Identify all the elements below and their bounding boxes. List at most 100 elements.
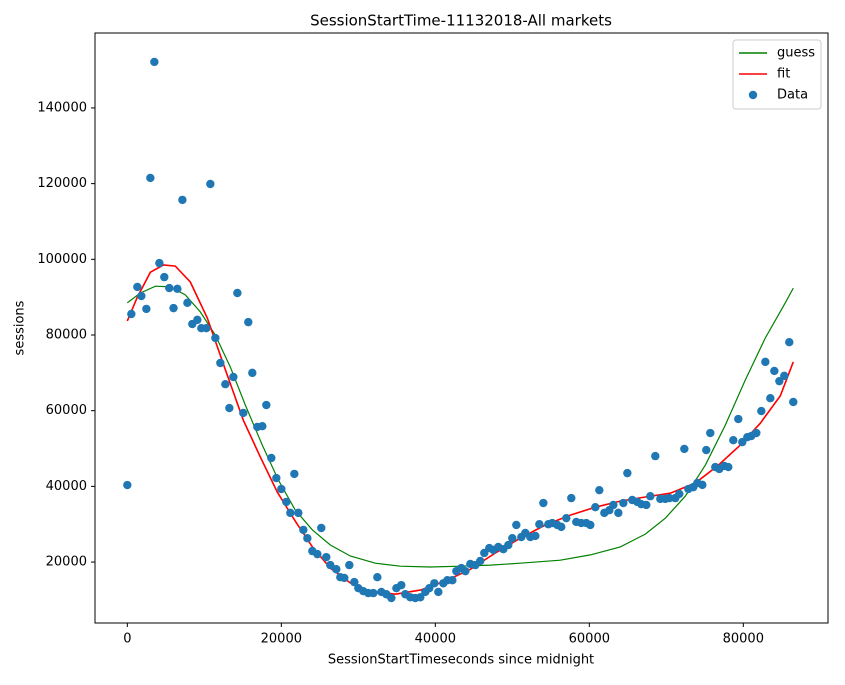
data-point [535, 520, 544, 529]
data-point [504, 540, 513, 550]
data-point [766, 394, 775, 403]
data-point [785, 337, 794, 347]
data-point [178, 195, 187, 205]
y-tick-label: 80000 [46, 328, 87, 343]
line-guess [126, 285, 794, 568]
data-point [729, 436, 738, 445]
data-point [282, 497, 291, 507]
data-point [202, 323, 211, 333]
x-tick-label: 20000 [261, 632, 302, 647]
data-point [595, 485, 604, 495]
y-tick-label: 140000 [37, 100, 87, 115]
data-point [698, 480, 707, 490]
data-point [350, 577, 359, 587]
data-point [706, 428, 715, 438]
data-point [591, 502, 600, 512]
data-point [448, 576, 457, 585]
data-point [303, 534, 312, 543]
data-point [567, 493, 576, 503]
legend-label: Data [777, 88, 808, 103]
data-point [169, 303, 178, 313]
legend-swatch [748, 90, 758, 100]
data-point [239, 408, 248, 418]
data-point [680, 444, 689, 454]
y-tick-label: 120000 [37, 176, 87, 191]
data-point [761, 357, 770, 367]
data-point [206, 179, 215, 189]
data-point [397, 580, 406, 590]
data-point [272, 473, 281, 483]
data-point [531, 531, 540, 541]
y-tick-label: 40000 [46, 479, 87, 494]
data-point [665, 493, 674, 503]
data-point [155, 258, 164, 268]
data-point [326, 560, 335, 570]
data-point [127, 309, 136, 319]
data-point [675, 489, 684, 499]
y-axis-label: sessions [13, 300, 28, 355]
data-point [416, 593, 425, 602]
data-point [646, 492, 655, 501]
data-point [221, 379, 230, 389]
data-point [557, 522, 566, 532]
data-point [340, 573, 349, 583]
data-point [290, 469, 299, 479]
data-point [322, 552, 331, 562]
data-point [123, 480, 132, 490]
data-point [430, 579, 439, 588]
data-point [651, 451, 660, 461]
legend-label: guess [777, 46, 815, 61]
data-point [165, 283, 174, 293]
data-point [286, 508, 295, 518]
data-point [216, 358, 225, 368]
data-point [267, 453, 276, 463]
data-point [193, 315, 202, 325]
data-point [277, 484, 286, 494]
data-point [133, 282, 142, 292]
data-point [619, 498, 628, 508]
x-tick-label: 40000 [415, 632, 456, 647]
data-point [642, 500, 651, 510]
chart-title: SessionStartTime-11132018-All markets [310, 12, 612, 30]
data-point [614, 508, 623, 518]
data-point [752, 428, 761, 438]
data-point [373, 573, 382, 582]
y-tick-label: 20000 [46, 555, 87, 570]
data-point [262, 400, 271, 410]
data-point [539, 498, 548, 508]
data-point [434, 587, 443, 597]
data-point [244, 317, 253, 327]
plot-frame [94, 32, 829, 624]
data-point [345, 560, 354, 570]
data-point [142, 304, 151, 314]
y-tick-label: 100000 [37, 252, 87, 267]
data-point [258, 422, 267, 431]
data-point [508, 534, 517, 543]
data-point [317, 523, 326, 533]
data-point [211, 333, 220, 343]
data-point [789, 397, 798, 407]
data-point [702, 445, 711, 455]
data-point [586, 520, 595, 530]
data-point [248, 368, 257, 378]
data-point [173, 284, 182, 294]
data-point [461, 566, 470, 576]
data-point [332, 565, 341, 574]
data-point [623, 468, 632, 478]
data-point [299, 525, 308, 535]
data-point [183, 298, 192, 308]
data-point [512, 520, 521, 530]
data-point [229, 372, 238, 382]
y-tick-label: 60000 [46, 403, 87, 418]
data-point [225, 403, 234, 413]
data-point [734, 414, 743, 424]
data-point [146, 173, 155, 183]
data-point [775, 376, 784, 386]
x-axis-label: SessionStartTimeseconds since midnight [328, 653, 594, 668]
data-point [387, 593, 396, 603]
x-tick-label: 60000 [569, 632, 610, 647]
x-tick-label: 80000 [723, 632, 764, 647]
data-point [137, 291, 146, 301]
data-point [150, 57, 159, 67]
